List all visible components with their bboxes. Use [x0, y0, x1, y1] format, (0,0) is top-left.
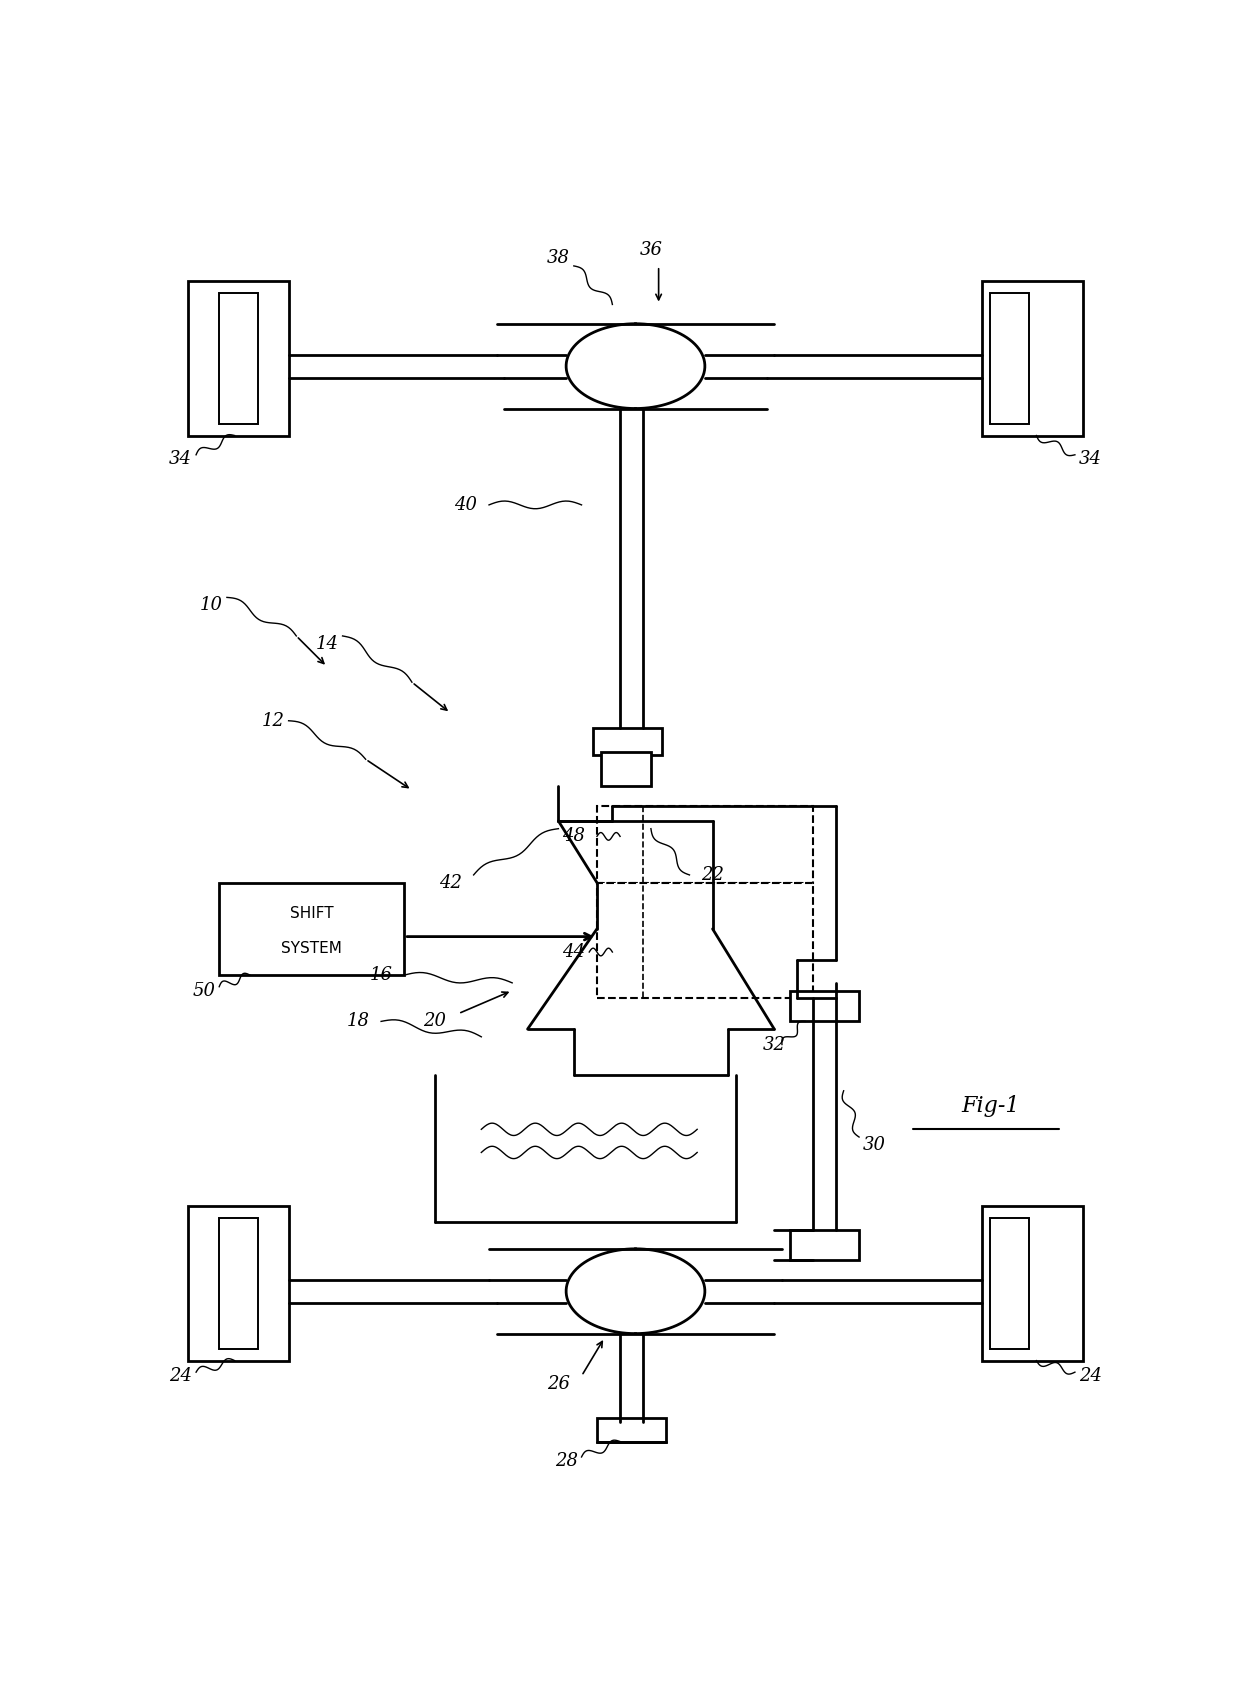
Text: 34: 34 [169, 449, 192, 468]
Text: 24: 24 [1079, 1367, 1102, 1385]
Bar [790, 1229, 859, 1261]
Text: 40: 40 [454, 495, 477, 514]
Text: 50: 50 [192, 982, 216, 999]
Text: 10: 10 [200, 596, 223, 614]
Text: 36: 36 [640, 242, 662, 259]
Text: 48: 48 [562, 827, 585, 846]
Text: SHIFT: SHIFT [290, 905, 334, 921]
Text: 32: 32 [763, 1035, 786, 1054]
Bar [219, 293, 258, 424]
Bar [601, 752, 651, 786]
Text: 34: 34 [1079, 449, 1102, 468]
Bar [596, 1418, 666, 1442]
Text: 24: 24 [169, 1367, 192, 1385]
Text: Fig-1: Fig-1 [961, 1094, 1019, 1117]
Bar [990, 1219, 1029, 1350]
Text: 28: 28 [554, 1452, 578, 1471]
Bar [982, 1207, 1083, 1360]
Text: 22: 22 [701, 866, 724, 883]
Text: 38: 38 [547, 248, 570, 267]
Text: 14: 14 [316, 635, 339, 652]
Text: 42: 42 [439, 873, 463, 892]
Bar [219, 1219, 258, 1350]
Text: 12: 12 [262, 711, 285, 730]
Text: SYSTEM: SYSTEM [281, 941, 342, 955]
Bar [990, 293, 1029, 424]
Text: 26: 26 [547, 1375, 570, 1392]
Bar [596, 805, 812, 883]
Text: 30: 30 [863, 1135, 887, 1154]
Bar [593, 728, 662, 756]
Bar [596, 883, 812, 999]
Text: 44: 44 [562, 943, 585, 962]
Bar [188, 281, 289, 436]
Bar [982, 281, 1083, 436]
Bar [790, 991, 859, 1021]
Text: 20: 20 [424, 1013, 446, 1030]
Text: 16: 16 [370, 967, 393, 984]
Text: 18: 18 [346, 1013, 370, 1030]
Bar [188, 1207, 289, 1360]
Bar [219, 883, 404, 975]
